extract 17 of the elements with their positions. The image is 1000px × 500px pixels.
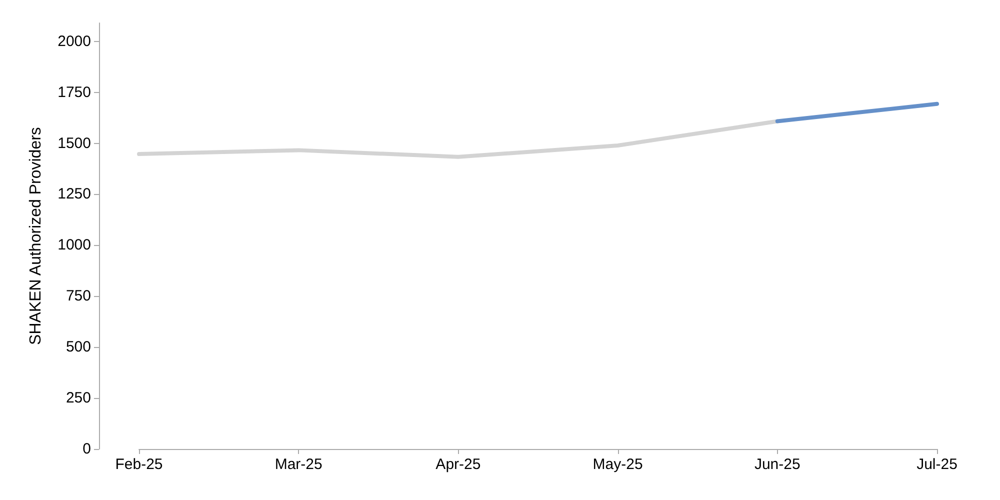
x-tick-label: Jul-25: [916, 456, 958, 473]
y-tick-label: 1750: [58, 84, 91, 101]
y-tick-label: 250: [66, 390, 91, 407]
x-tick-label: Mar-25: [274, 456, 322, 473]
y-tick-label: 500: [66, 338, 91, 356]
y-tick-label: 1500: [58, 134, 91, 152]
y-tick-label: 750: [66, 288, 91, 305]
y-tick-label: 1250: [58, 186, 91, 203]
x-tick-label: Jun-25: [754, 456, 800, 473]
x-tick-label: Feb-25: [115, 456, 163, 473]
line-series: [137, 119, 780, 159]
y-tick-label: 2000: [58, 32, 91, 50]
x-tick-label: May-25: [592, 456, 643, 473]
y-axis-title: SHAKEN Authorized Providers: [28, 127, 44, 345]
y-tick-label: 0: [82, 440, 91, 458]
y-tick-label: 1000: [58, 236, 91, 254]
x-tick-label: Apr-25: [436, 456, 481, 473]
